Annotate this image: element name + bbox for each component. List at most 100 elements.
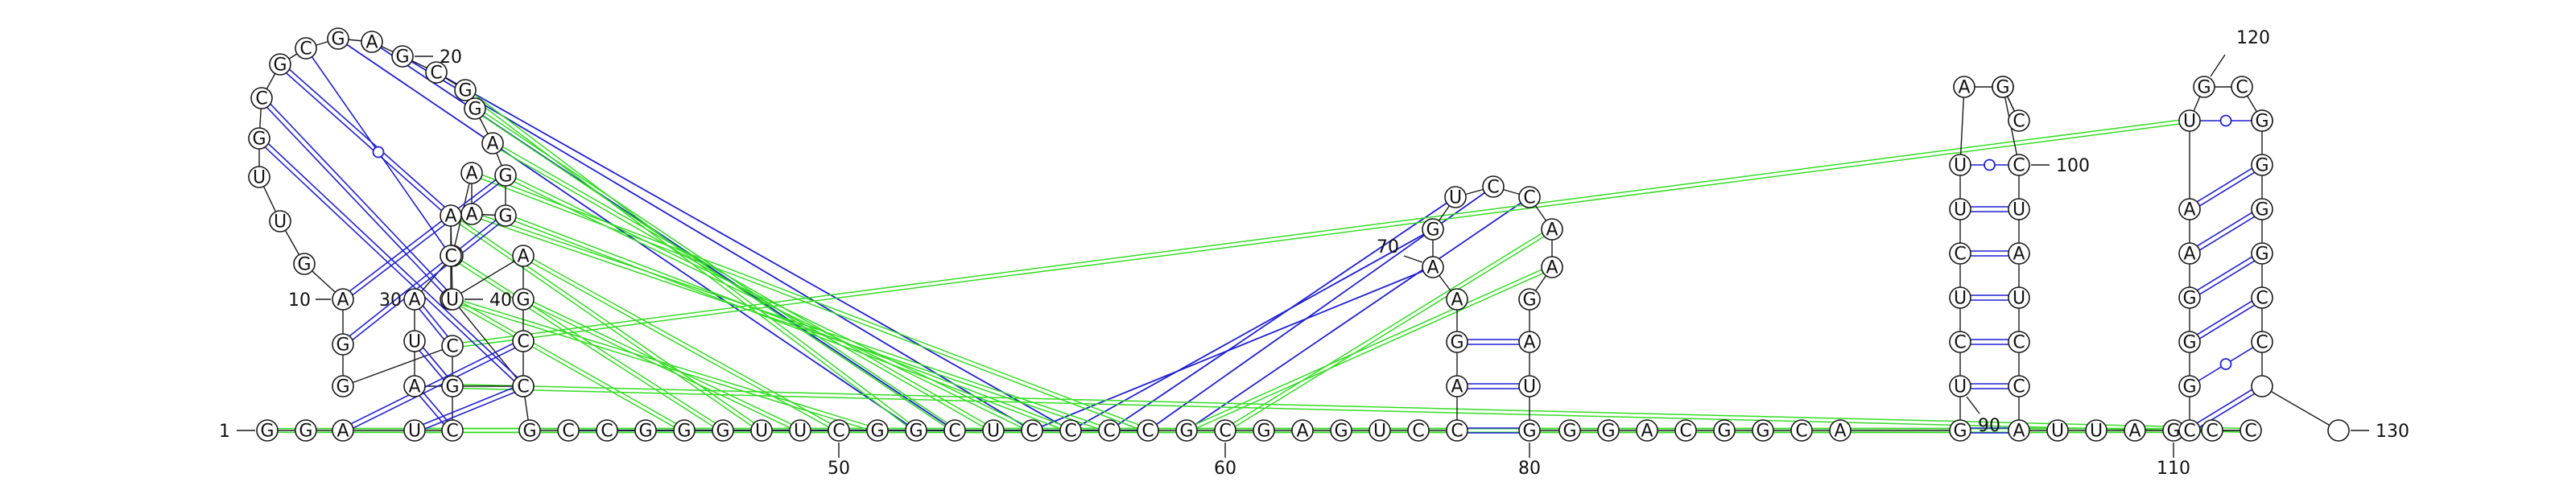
nucleotide: G xyxy=(269,53,291,76)
nucleotide-letter: A xyxy=(465,205,477,225)
nucleotide-letter: A xyxy=(1296,422,1308,442)
nucleotide: G xyxy=(332,333,354,356)
nucleotide: G xyxy=(866,419,889,442)
pseudoknot-interaction-link xyxy=(493,141,995,430)
position-label: 50 xyxy=(828,459,850,479)
nucleotide-circle-icon xyxy=(1291,419,1314,442)
nucleotide-letter: A xyxy=(408,377,420,397)
nucleotide-circle-icon xyxy=(248,166,270,188)
pseudoknot-interaction-link xyxy=(522,300,800,433)
nucleotide-circle-icon xyxy=(1713,419,1736,442)
nucleotide: A xyxy=(332,419,354,442)
canonical-pair-line xyxy=(260,136,526,385)
nucleotide-circle-icon xyxy=(425,61,448,84)
nucleotide-letter: A xyxy=(1523,333,1535,353)
nucleotide-letter: C xyxy=(2013,377,2025,397)
nucleotide: U xyxy=(2046,419,2069,442)
nucleotide-letter: U xyxy=(1954,156,1967,176)
nucleotide-letter: G xyxy=(1450,333,1463,353)
nucleotide: G xyxy=(1713,419,1736,442)
pseudoknot-interaction-link xyxy=(1187,268,1554,433)
nucleotide: C xyxy=(2178,419,2201,442)
nucleotide-letter: U xyxy=(794,422,807,442)
canonical-pair-line xyxy=(262,96,455,299)
backbone-segment xyxy=(1959,86,1965,166)
nucleotide: U xyxy=(1949,198,1971,220)
nucleotide-circle-icon xyxy=(2008,198,2030,220)
nucleotide-circle-icon xyxy=(1422,218,1444,241)
nucleotide-letter: U xyxy=(1449,188,1462,208)
nucleotide-letter: C xyxy=(255,89,267,109)
pseudoknot-canonical-link xyxy=(1186,196,1530,431)
nucleotide-letter: U xyxy=(274,212,287,233)
nucleotide-circle-icon xyxy=(1518,288,1541,311)
nucleotide-circle-icon xyxy=(332,333,354,356)
canonical-pair-line xyxy=(344,176,508,303)
nucleotide-circle-icon xyxy=(1752,419,1774,442)
nucleotide-circle-icon xyxy=(1541,256,1563,278)
nucleotide: A xyxy=(403,288,426,311)
nucleotide-circle-icon xyxy=(943,419,966,442)
nucleotide-circle-icon xyxy=(440,204,462,227)
nucleotide: C xyxy=(512,375,535,397)
canonical-pair-line xyxy=(341,338,523,430)
nucleotide: A xyxy=(460,162,483,184)
nucleotide-letter: A xyxy=(336,422,349,442)
pseudoknot-canonical-link xyxy=(1070,229,1434,431)
nucleotide: C xyxy=(2008,375,2030,397)
position-label: 80 xyxy=(1518,459,1541,479)
nucleotide-letter: C xyxy=(562,422,574,442)
nucleotide-letter: A xyxy=(517,247,529,267)
nucleotide-letter: G xyxy=(1601,422,1615,442)
nucleotide-circle-icon xyxy=(1059,419,1082,442)
nucleotide-circle-icon xyxy=(512,288,535,311)
nucleotide: G xyxy=(1518,288,1541,311)
nucleotide: C xyxy=(828,419,850,442)
nucleotide-circle-icon xyxy=(2251,109,2273,132)
nucleotide: A xyxy=(332,288,354,311)
pseudoknot-interaction-link xyxy=(504,176,1032,433)
nucleotide-letter: A xyxy=(1546,258,1558,278)
nucleotide: G xyxy=(1518,419,1541,442)
nucleotide-circle-icon xyxy=(2201,419,2223,442)
nucleotide-circle-icon xyxy=(1949,242,1971,265)
nucleotide-letter: A xyxy=(1426,258,1439,278)
nucleotide-circle-icon xyxy=(332,419,354,442)
nucleotide-circle-icon xyxy=(2251,375,2273,397)
nucleotide-letter: C xyxy=(299,39,312,60)
nucleotide-letter: C xyxy=(1954,245,1966,265)
nucleotide-circle-icon xyxy=(1790,419,1813,442)
nucleotide-letter: G xyxy=(336,377,349,397)
nucleotide-letter: U xyxy=(1373,422,1386,442)
nucleotide: C xyxy=(2008,109,2030,132)
nucleotide-letter: G xyxy=(1257,422,1270,442)
nucleotide: C xyxy=(1949,242,1971,265)
nucleotide-letter: U xyxy=(408,422,421,442)
canonical-pair-line xyxy=(344,216,508,347)
nucleotide-circle-icon xyxy=(1518,331,1541,353)
nucleotide-letter: C xyxy=(832,422,844,442)
pseudoknot-interaction-link xyxy=(504,216,1071,433)
nucleotide-circle-icon xyxy=(1175,419,1198,442)
nucleotide-circle-icon xyxy=(441,288,464,311)
nucleotide: C xyxy=(1098,419,1121,442)
pseudoknot-interaction-link xyxy=(451,296,878,430)
nucleotide-letter: C xyxy=(2256,289,2268,309)
nucleotide-letter: C xyxy=(2235,78,2248,98)
nucleotide-circle-icon xyxy=(403,419,426,442)
nucleotide: C xyxy=(2251,286,2273,309)
nucleotide: C xyxy=(1021,419,1043,442)
nucleotide: A xyxy=(1829,419,1852,442)
nucleotide: A xyxy=(403,375,426,397)
nucleotide: C xyxy=(250,87,273,109)
nucleotide-letter: A xyxy=(2013,422,2025,442)
nucleotide-letter: C xyxy=(1141,422,1154,442)
nucleotide: U xyxy=(2085,419,2107,442)
nucleotide-letter: C xyxy=(1523,188,1535,208)
nucleotide-letter: G xyxy=(716,422,729,442)
nucleotide-letter: G xyxy=(1717,422,1731,442)
nucleotide: G xyxy=(293,253,316,275)
nucleotide-letter: G xyxy=(2182,333,2196,353)
nucleotide-letter: G xyxy=(1334,422,1348,442)
